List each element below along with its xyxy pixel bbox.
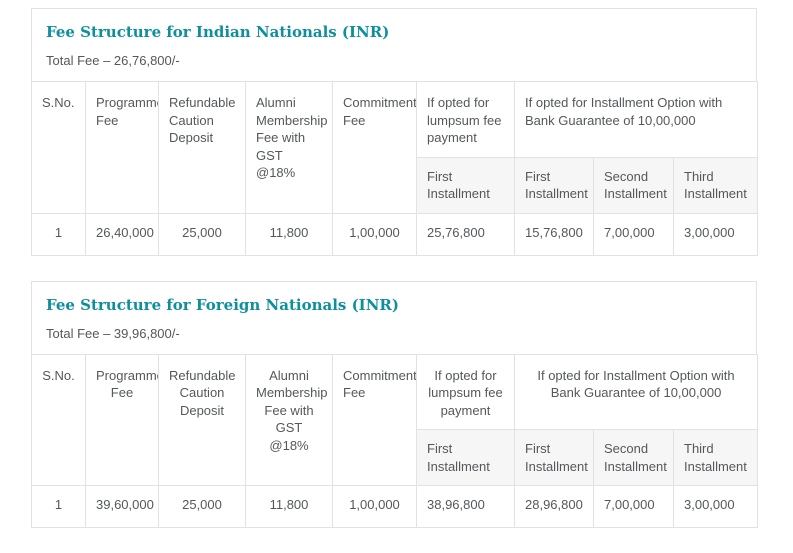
page: Fee Structure for Indian Nationals (INR)… bbox=[31, 8, 759, 529]
subcol-lumpsum-first-installment: First Installment bbox=[416, 156, 515, 214]
col-header-alumni-membership-fee: Alumni Membership Fee with GST @18% bbox=[245, 353, 333, 487]
col-group-lumpsum-payment: If opted for lumpsum fee payment bbox=[416, 353, 515, 431]
subcol-third-installment: Third Installment bbox=[672, 156, 759, 214]
subcol-second-installment: Second Installment bbox=[593, 156, 674, 214]
subcol-first-installment: First Installment bbox=[514, 429, 594, 487]
total-fee: Total Fee – 39,96,800/- bbox=[46, 325, 180, 341]
cell-first-installment: 28,96,800 bbox=[514, 485, 594, 529]
cell-refundable-caution-deposit: 25,000 bbox=[158, 485, 246, 529]
col-group-installment-option: If opted for Installment Option with Ban… bbox=[513, 353, 759, 431]
cell-alumni-membership-fee: 11,800 bbox=[245, 485, 333, 529]
cell-lumpsum-first-installment: 25,76,800 bbox=[416, 212, 515, 256]
table-row: 1 39,60,000 25,000 11,800 1,00,000 38,96… bbox=[31, 485, 759, 529]
cell-programme-fee: 39,60,000 bbox=[85, 485, 159, 529]
subcol-second-installment: Second Installment bbox=[593, 429, 674, 487]
section-title: Fee Structure for Indian Nationals (INR) bbox=[46, 23, 390, 41]
cell-sno: 1 bbox=[31, 485, 86, 529]
col-header-programme-fee: Programme Fee bbox=[85, 353, 159, 487]
fee-section-indian: Fee Structure for Indian Nationals (INR)… bbox=[31, 8, 759, 256]
subcol-lumpsum-first-installment: First Installment bbox=[416, 429, 515, 487]
col-group-lumpsum-payment: If opted for lumpsum fee payment bbox=[416, 81, 515, 158]
col-header-commitment-fee: Commitment Fee bbox=[332, 81, 417, 214]
header-row-main: S.No. Programme Fee Refundable Caution D… bbox=[31, 353, 759, 487]
section-header: Fee Structure for Foreign Nationals (INR… bbox=[31, 280, 757, 354]
cell-third-installment: 3,00,000 bbox=[672, 212, 759, 256]
col-header-programme-fee: Programme Fee bbox=[85, 81, 159, 214]
header-row-main: S.No. Programme Fee Refundable Caution D… bbox=[31, 81, 759, 214]
cell-commitment-fee: 1,00,000 bbox=[332, 485, 417, 529]
cell-commitment-fee: 1,00,000 bbox=[332, 212, 417, 256]
cell-alumni-membership-fee: 11,800 bbox=[245, 212, 333, 256]
cell-second-installment: 7,00,000 bbox=[593, 485, 674, 529]
col-group-installment-option: If opted for Installment Option with Ban… bbox=[513, 81, 759, 158]
fee-table-indian: S.No. Programme Fee Refundable Caution D… bbox=[31, 81, 759, 256]
section-title: Fee Structure for Foreign Nationals (INR… bbox=[46, 295, 399, 314]
subcol-third-installment: Third Installment bbox=[672, 429, 759, 487]
header-row-sub: First Installment First Installment Seco… bbox=[32, 156, 759, 214]
col-header-sno: S.No. bbox=[31, 81, 86, 214]
cell-lumpsum-first-installment: 38,96,800 bbox=[416, 485, 515, 529]
cell-first-installment: 15,76,800 bbox=[514, 212, 594, 256]
col-header-commitment-fee: Commitment Fee bbox=[332, 353, 417, 487]
subcol-first-installment: First Installment bbox=[514, 156, 594, 214]
header-row-sub: First Installment First Installment Seco… bbox=[32, 429, 759, 487]
cell-third-installment: 3,00,000 bbox=[672, 485, 759, 529]
fee-table-foreign: S.No. Programme Fee Refundable Caution D… bbox=[31, 353, 759, 529]
fee-section-foreign: Fee Structure for Foreign Nationals (INR… bbox=[31, 280, 759, 529]
col-header-refundable-caution-deposit: Refundable Caution Deposit bbox=[158, 81, 246, 214]
col-header-refundable-caution-deposit: Refundable Caution Deposit bbox=[158, 353, 246, 487]
col-header-sno: S.No. bbox=[31, 353, 86, 487]
col-header-alumni-membership-fee: Alumni Membership Fee with GST @18% bbox=[245, 81, 333, 214]
table-row: 1 26,40,000 25,000 11,800 1,00,000 25,76… bbox=[31, 212, 759, 256]
total-fee: Total Fee – 26,76,800/- bbox=[46, 53, 180, 68]
cell-refundable-caution-deposit: 25,000 bbox=[158, 212, 246, 256]
cell-second-installment: 7,00,000 bbox=[593, 212, 674, 256]
cell-programme-fee: 26,40,000 bbox=[85, 212, 159, 256]
cell-sno: 1 bbox=[31, 212, 86, 256]
section-header: Fee Structure for Indian Nationals (INR)… bbox=[31, 8, 757, 81]
